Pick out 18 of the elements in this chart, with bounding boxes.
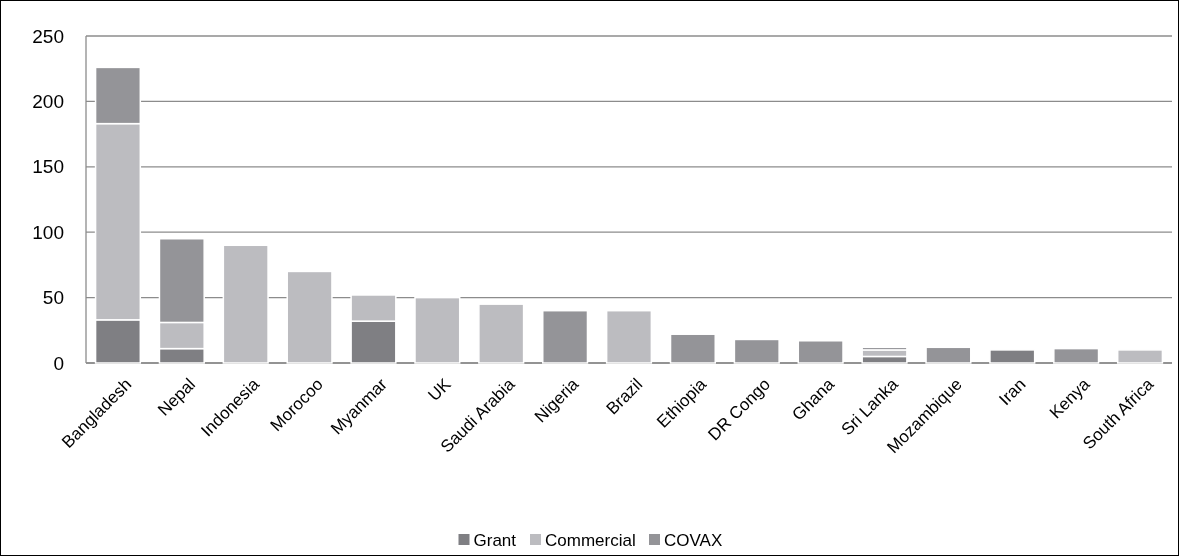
y-tick-label: 0 — [53, 352, 64, 374]
x-tick-label: UK — [424, 374, 456, 405]
y-tick-label: 200 — [32, 91, 64, 113]
legend-label: Grant — [473, 530, 517, 550]
bar — [222, 244, 269, 364]
bar — [989, 349, 1036, 364]
y-tick-label: 150 — [32, 156, 64, 178]
y-tick-label: 250 — [32, 25, 64, 47]
x-tick-label: Iran — [995, 374, 1030, 409]
bar — [1116, 349, 1164, 364]
legend-label: COVAX — [664, 530, 723, 550]
bar — [605, 309, 653, 364]
y-tick-label: 100 — [32, 221, 64, 243]
bar — [414, 296, 461, 364]
y-tick-label: 50 — [42, 287, 64, 309]
bar — [478, 303, 525, 364]
bar — [286, 270, 333, 364]
legend-label: Commercial — [545, 530, 636, 550]
